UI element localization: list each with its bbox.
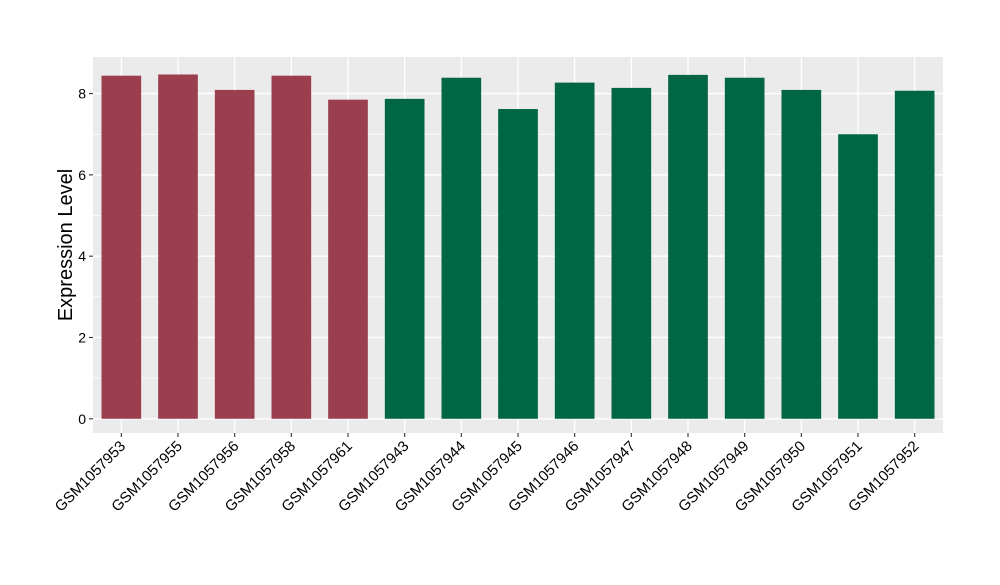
y-tick-label: 8: [78, 86, 86, 102]
bar-GSM1057952: [894, 90, 935, 419]
x-axis: GSM1057953GSM1057955GSM1057956GSM1057958…: [52, 433, 922, 515]
bars: [101, 74, 935, 419]
bar-GSM1057949: [724, 77, 765, 419]
y-axis: 0 2 4 6 8: [78, 86, 93, 427]
bar-GSM1057955: [158, 74, 198, 419]
bar-GSM1057950: [781, 89, 822, 419]
bar-GSM1057947: [611, 87, 652, 419]
bar-GSM1057946: [554, 82, 595, 419]
y-tick-label: 0: [78, 411, 86, 427]
y-tick-label: 6: [78, 167, 86, 183]
bar-GSM1057958: [271, 75, 312, 419]
bar-GSM1057945: [498, 109, 538, 419]
bar-GSM1057956: [214, 89, 255, 419]
bar-GSM1057953: [101, 75, 142, 419]
y-tick-label: 2: [78, 329, 86, 345]
y-tick-label: 4: [78, 248, 86, 264]
bar-GSM1057944: [441, 77, 482, 419]
bar-GSM1057951: [838, 134, 878, 419]
y-axis-title: Expression Level: [55, 169, 77, 321]
bar-GSM1057943: [384, 98, 425, 419]
bar-GSM1057961: [328, 99, 368, 419]
bar-GSM1057948: [668, 74, 708, 419]
